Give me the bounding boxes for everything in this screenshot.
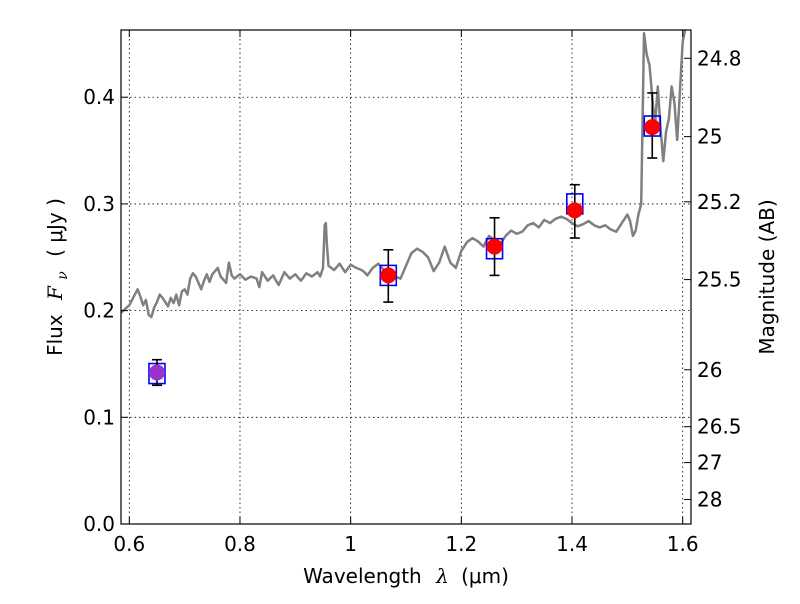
y2-tick-label: 27 xyxy=(697,451,722,475)
observed-flux-point xyxy=(486,238,503,255)
y2-tick-label: 26.5 xyxy=(697,415,742,439)
y-tick-label: 0.2 xyxy=(83,299,115,323)
y-axis-label-symbol: F xyxy=(43,285,67,301)
y-axis-label-prefix: Flux xyxy=(43,314,67,356)
observed-flux-point xyxy=(380,267,397,284)
observed-flux-point xyxy=(148,364,165,381)
spectrum-line xyxy=(121,30,687,319)
y-tick-label: 0.1 xyxy=(83,405,115,429)
y2-axis-ticks: 24.8 25 25.2 25.5 26 26.5 27 28 xyxy=(684,46,742,512)
y2-tick-label: 25.5 xyxy=(697,268,742,292)
x-tick-label: 1.4 xyxy=(556,532,588,556)
x-axis-label-unit: (μm) xyxy=(461,564,509,588)
observed-flux-point xyxy=(566,202,583,219)
y-axis-ticks: 0.0 0.1 0.2 0.3 0.4 xyxy=(83,85,128,536)
x-axis-label-prefix: Wavelength xyxy=(303,564,422,588)
y2-tick-label: 25 xyxy=(697,125,722,149)
x-axis-label-symbol: λ xyxy=(435,564,449,588)
y-tick-label: 0.4 xyxy=(83,85,115,109)
y2-tick-label: 24.8 xyxy=(697,46,742,70)
y2-axis-label: Magnitude (AB) xyxy=(755,199,779,354)
y-tick-label: 0.3 xyxy=(83,192,115,216)
y-axis-label-symbol-sub: ν xyxy=(55,271,71,280)
grid-lines xyxy=(121,30,691,524)
x-axis-ticks: 0.6 0.8 1 1.2 1.4 1.6 xyxy=(113,30,699,556)
y2-tick-label: 25.2 xyxy=(697,190,742,214)
observed-flux-point xyxy=(644,119,661,136)
y-axis-label-unit: ( μJy ) xyxy=(43,198,67,257)
x-tick-label: 1 xyxy=(344,532,357,556)
x-tick-label: 0.6 xyxy=(113,532,145,556)
y-axis-label: Flux F ν ( μJy ) xyxy=(43,198,72,356)
x-axis-label: Wavelength λ (μm) xyxy=(303,564,509,588)
x-tick-label: 1.6 xyxy=(667,532,699,556)
data-series xyxy=(121,30,687,387)
x-tick-label: 1.2 xyxy=(445,532,477,556)
x-tick-label: 0.8 xyxy=(224,532,256,556)
y2-tick-label: 26 xyxy=(697,358,722,382)
y-tick-label: 0.0 xyxy=(83,512,115,536)
plot-frame xyxy=(120,29,692,525)
y2-tick-label: 28 xyxy=(697,488,722,512)
